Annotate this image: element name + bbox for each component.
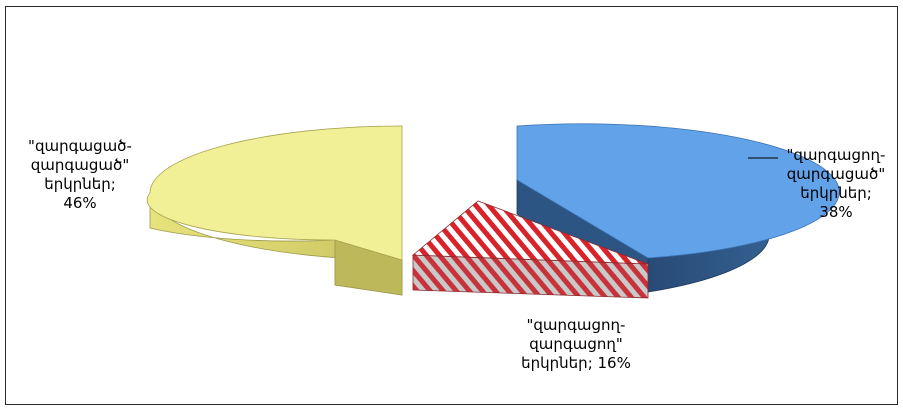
label-developing-developed-line-3: երկրներ; <box>800 184 872 202</box>
label-developing-developing-line-3: երկրներ; 16% <box>521 354 631 372</box>
label-developing-developed-line-2: զարգացած" <box>786 165 886 183</box>
label-developed-developed-line-4: 46% <box>63 194 97 212</box>
label-developing-developing: "զարգացող- զարգացող" երկրներ; 16% <box>496 316 656 373</box>
slice-developed-developed <box>146 125 403 296</box>
label-developed-developed-line-1: "զարգացած- <box>28 137 132 155</box>
slice-developing-developing-top <box>411 200 649 265</box>
label-developing-developed-line-4: 38% <box>819 203 853 221</box>
label-developed-developed-line-2: զարգացած" <box>30 156 130 174</box>
label-developing-developed-line-1: "զարգացող- <box>786 146 886 164</box>
label-developed-developed-line-3: երկրներ; <box>44 175 116 193</box>
slice-developing-developing <box>411 200 649 299</box>
label-developing-developing-line-2: զարգացող" <box>529 335 623 353</box>
label-developing-developing-line-1: "զարգացող- <box>526 316 626 334</box>
label-developed-developed: "զարգացած- զարգացած" երկրներ; 46% <box>18 137 142 213</box>
slice-developing-developed-top <box>516 123 840 259</box>
label-developing-developed: "զարգացող- զարգացած" երկրներ; 38% <box>780 146 892 222</box>
slice-developed-developed-top <box>146 125 403 261</box>
